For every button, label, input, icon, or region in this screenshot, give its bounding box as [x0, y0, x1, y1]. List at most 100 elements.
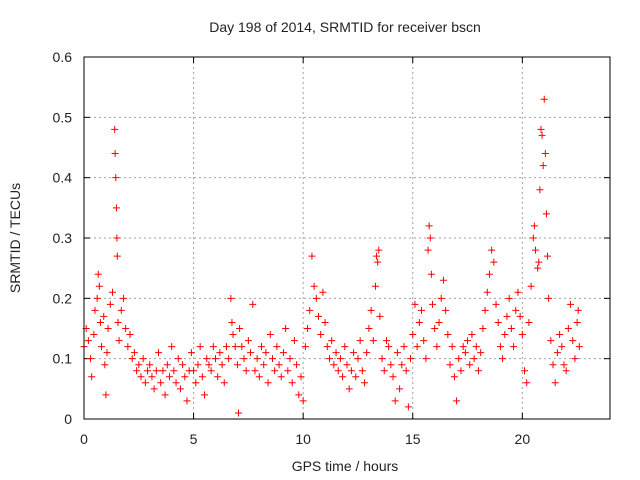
data-point	[574, 306, 582, 314]
data-point	[174, 355, 182, 363]
data-point	[108, 288, 116, 296]
data-point	[141, 379, 149, 387]
data-point	[455, 355, 463, 363]
data-point	[181, 373, 189, 381]
data-point	[424, 246, 432, 254]
data-point	[485, 270, 493, 278]
data-point	[249, 300, 257, 308]
data-point	[137, 373, 145, 381]
data-point	[425, 222, 433, 230]
data-point	[113, 234, 121, 242]
data-point	[266, 331, 274, 339]
data-point	[264, 379, 272, 387]
x-tick-label: 10	[295, 431, 311, 447]
data-point	[446, 361, 454, 369]
data-point	[163, 361, 171, 369]
data-point	[450, 373, 458, 381]
data-point	[562, 367, 570, 375]
data-point	[227, 294, 235, 302]
data-point	[378, 355, 386, 363]
data-point	[341, 343, 349, 351]
x-tick-label: 15	[405, 431, 421, 447]
data-point	[560, 361, 568, 369]
data-point	[571, 355, 579, 363]
data-point	[488, 246, 496, 254]
data-point	[540, 95, 548, 103]
data-point	[111, 125, 119, 133]
data-point	[100, 312, 108, 320]
data-point	[538, 131, 546, 139]
data-point	[88, 373, 96, 381]
data-point	[558, 343, 566, 351]
data-point	[409, 331, 417, 339]
data-point	[400, 343, 408, 351]
data-point	[389, 373, 397, 381]
data-point	[235, 409, 243, 417]
data-point	[435, 318, 443, 326]
data-point	[470, 355, 478, 363]
data-point	[542, 210, 550, 218]
data-point	[240, 355, 248, 363]
data-point	[483, 288, 491, 296]
data-point	[161, 391, 169, 399]
data-point	[530, 222, 538, 230]
data-point	[448, 343, 456, 351]
data-point	[371, 282, 379, 290]
data-point	[319, 288, 327, 296]
data-point	[404, 403, 412, 411]
y-tick-label: 0.5	[53, 109, 73, 125]
data-point	[523, 379, 531, 387]
data-point	[218, 361, 226, 369]
data-point	[343, 361, 351, 369]
data-point	[505, 294, 513, 302]
data-point	[84, 337, 92, 345]
data-point	[172, 379, 180, 387]
data-point	[317, 331, 325, 339]
data-point	[380, 367, 388, 375]
data-point	[407, 355, 415, 363]
data-point	[479, 325, 487, 332]
data-point	[114, 318, 122, 326]
data-point	[128, 355, 136, 363]
data-point	[205, 361, 213, 369]
data-point	[244, 337, 252, 345]
data-point	[553, 349, 561, 357]
data-point	[356, 337, 364, 345]
data-point	[376, 312, 384, 320]
data-point	[293, 361, 301, 369]
data-point	[544, 252, 552, 260]
data-point	[466, 361, 474, 369]
data-point	[536, 186, 544, 194]
data-point	[255, 373, 263, 381]
data-point	[363, 349, 371, 357]
y-tick-label: 0.2	[53, 290, 73, 306]
data-point	[433, 343, 441, 351]
data-point	[176, 385, 184, 393]
data-point	[258, 343, 266, 351]
data-point	[437, 294, 445, 302]
y-axis-label: SRMTID / TECUs	[7, 183, 23, 293]
data-point	[492, 300, 500, 308]
data-point	[375, 246, 383, 254]
data-point	[144, 367, 152, 375]
data-point	[101, 361, 109, 369]
chart-title: Day 198 of 2014, SRMTID for receiver bsc…	[209, 19, 481, 35]
data-point	[282, 325, 290, 332]
data-point	[551, 379, 559, 387]
data-point	[91, 306, 99, 314]
data-point	[212, 355, 219, 363]
data-point	[304, 325, 312, 332]
axis-ticks: 0 0.1 0.2 0.3 0.4 0.5 0.6 0 5 10 15 20	[53, 49, 610, 447]
data-point	[168, 343, 176, 351]
data-point	[94, 270, 102, 278]
data-point	[481, 306, 489, 314]
data-point	[427, 270, 435, 278]
data-point	[179, 361, 187, 369]
data-point	[122, 325, 130, 332]
data-point	[468, 331, 476, 339]
data-point	[260, 361, 268, 369]
data-point	[422, 355, 430, 363]
data-point	[418, 306, 426, 314]
data-point	[393, 349, 401, 357]
